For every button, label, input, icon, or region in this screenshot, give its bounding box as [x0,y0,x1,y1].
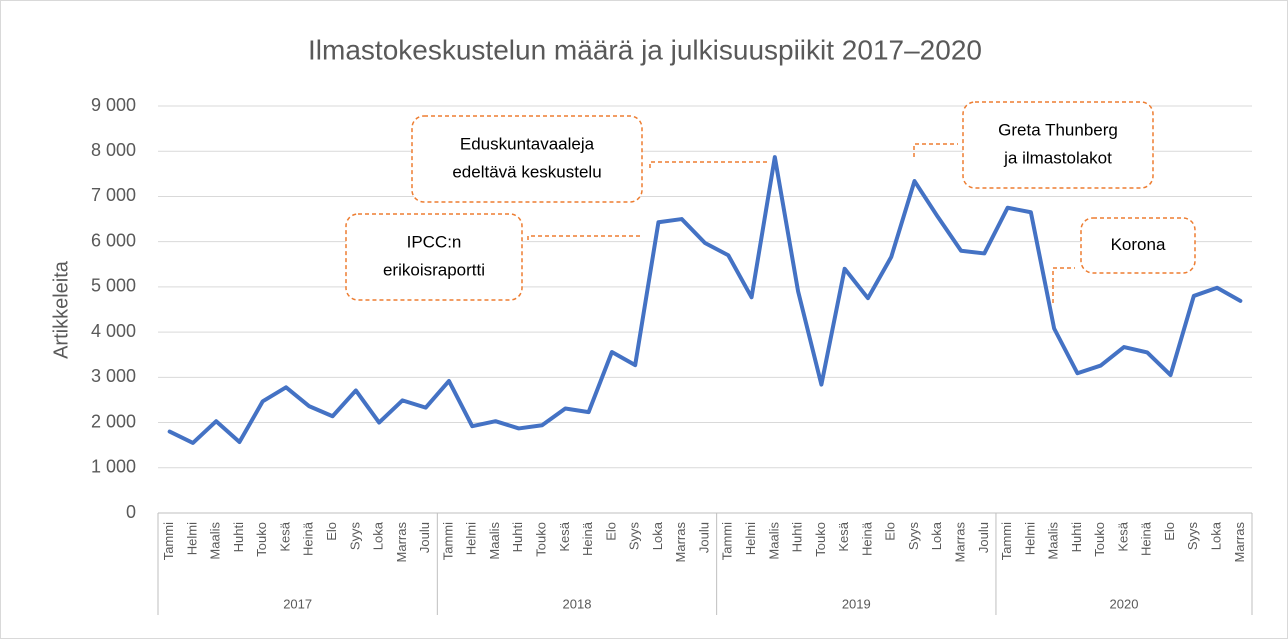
annotation-connector [913,143,958,157]
x-tick-label: Loka [371,521,386,550]
y-axis-label: Artikkeleita [50,260,72,359]
y-tick-label: 6 000 [91,230,136,250]
y-tick-label: 2 000 [91,411,136,431]
y-tick-label: 3 000 [91,366,136,386]
annotation-box [411,115,643,203]
group-label: 2017 [283,596,312,611]
y-tick-label: 0 [126,502,136,522]
x-tick-label: Maalis [1046,522,1061,560]
annotation-connector [1052,267,1075,303]
y-tick-label: 5 000 [91,276,136,296]
x-tick-label: Touko [534,522,549,557]
x-tick-label: Syys [347,522,362,551]
x-tick-label: Loka [929,521,944,550]
y-tick-label: 4 000 [91,321,136,341]
group-label: 2018 [563,596,592,611]
x-tick-label: Helmi [743,522,758,555]
x-tick-label: Marras [1232,522,1247,563]
x-tick-label: Huhti [790,522,805,552]
annotation-text: Greta Thunberg [998,120,1118,139]
x-tick-label: Kesä [836,521,851,551]
annotation-text: edeltävä keskustelu [452,162,601,181]
x-tick-label: Elo [324,522,339,541]
x-tick-label: Elo [603,522,618,541]
annotation-connector [649,161,768,168]
x-tick-label: Tammi [720,522,735,560]
x-tick-label: Tammi [440,522,455,560]
x-tick-label: Touko [1092,522,1107,557]
annotation-text: Eduskuntavaaleja [460,134,595,153]
group-label: 2020 [1110,596,1139,611]
x-tick-label: Marras [952,522,967,563]
x-tick-label: Syys [906,522,921,551]
data-line [167,155,1243,445]
x-tick-label: Heinä [859,521,874,556]
x-tick-label: Tammi [999,522,1014,560]
x-tick-label: Tammi [161,522,176,560]
annotation-text: Korona [1111,235,1166,254]
x-tick-label: Heinä [1139,521,1154,556]
x-tick-label: Helmi [1022,522,1037,555]
y-tick-label: 1 000 [91,457,136,477]
x-tick-label: Kesä [1115,521,1130,551]
x-tick-label: Helmi [464,522,479,555]
x-tick-label: Maalis [208,522,223,560]
x-tick-label: Helmi [184,522,199,555]
y-tick-label: 7 000 [91,185,136,205]
x-tick-label: Elo [1162,522,1177,541]
annotation-text: IPCC:n [407,232,462,251]
annotation-text: erikoisraportti [383,260,485,279]
annotation-text: ja ilmastolakot [1003,148,1112,167]
x-tick-label: Huhti [231,522,246,552]
x-tick-label: Joulu [976,522,991,553]
x-tick-label: Elo [883,522,898,541]
chart-title: Ilmastokeskustelun määrä ja julkisuuspii… [308,34,982,65]
x-tick-label: Loka [650,521,665,550]
x-tick-label: Heinä [301,521,316,556]
group-label: 2019 [842,596,871,611]
annotation-connector [527,235,640,240]
x-tick-label: Heinä [580,521,595,556]
x-tick-label: Touko [254,522,269,557]
x-tick-label: Touko [813,522,828,557]
x-tick-label: Joulu [696,522,711,553]
y-tick-label: 8 000 [91,140,136,160]
x-tick-label: Maalis [766,522,781,560]
x-tick-label: Joulu [417,522,432,553]
x-tick-label: Syys [1185,522,1200,551]
x-tick-label: Syys [627,522,642,551]
annotation-box [962,101,1154,189]
x-tick-label: Huhti [510,522,525,552]
x-tick-label: Marras [394,522,409,563]
x-tick-label: Huhti [1069,522,1084,552]
y-tick-label: 9 000 [91,95,136,115]
annotation-box [345,213,523,301]
x-tick-label: Kesä [277,521,292,551]
x-tick-label: Kesä [557,521,572,551]
x-tick-label: Marras [673,522,688,563]
x-tick-label: Maalis [487,522,502,560]
x-tick-label: Loka [1209,521,1224,550]
annotation-box [1080,217,1196,274]
